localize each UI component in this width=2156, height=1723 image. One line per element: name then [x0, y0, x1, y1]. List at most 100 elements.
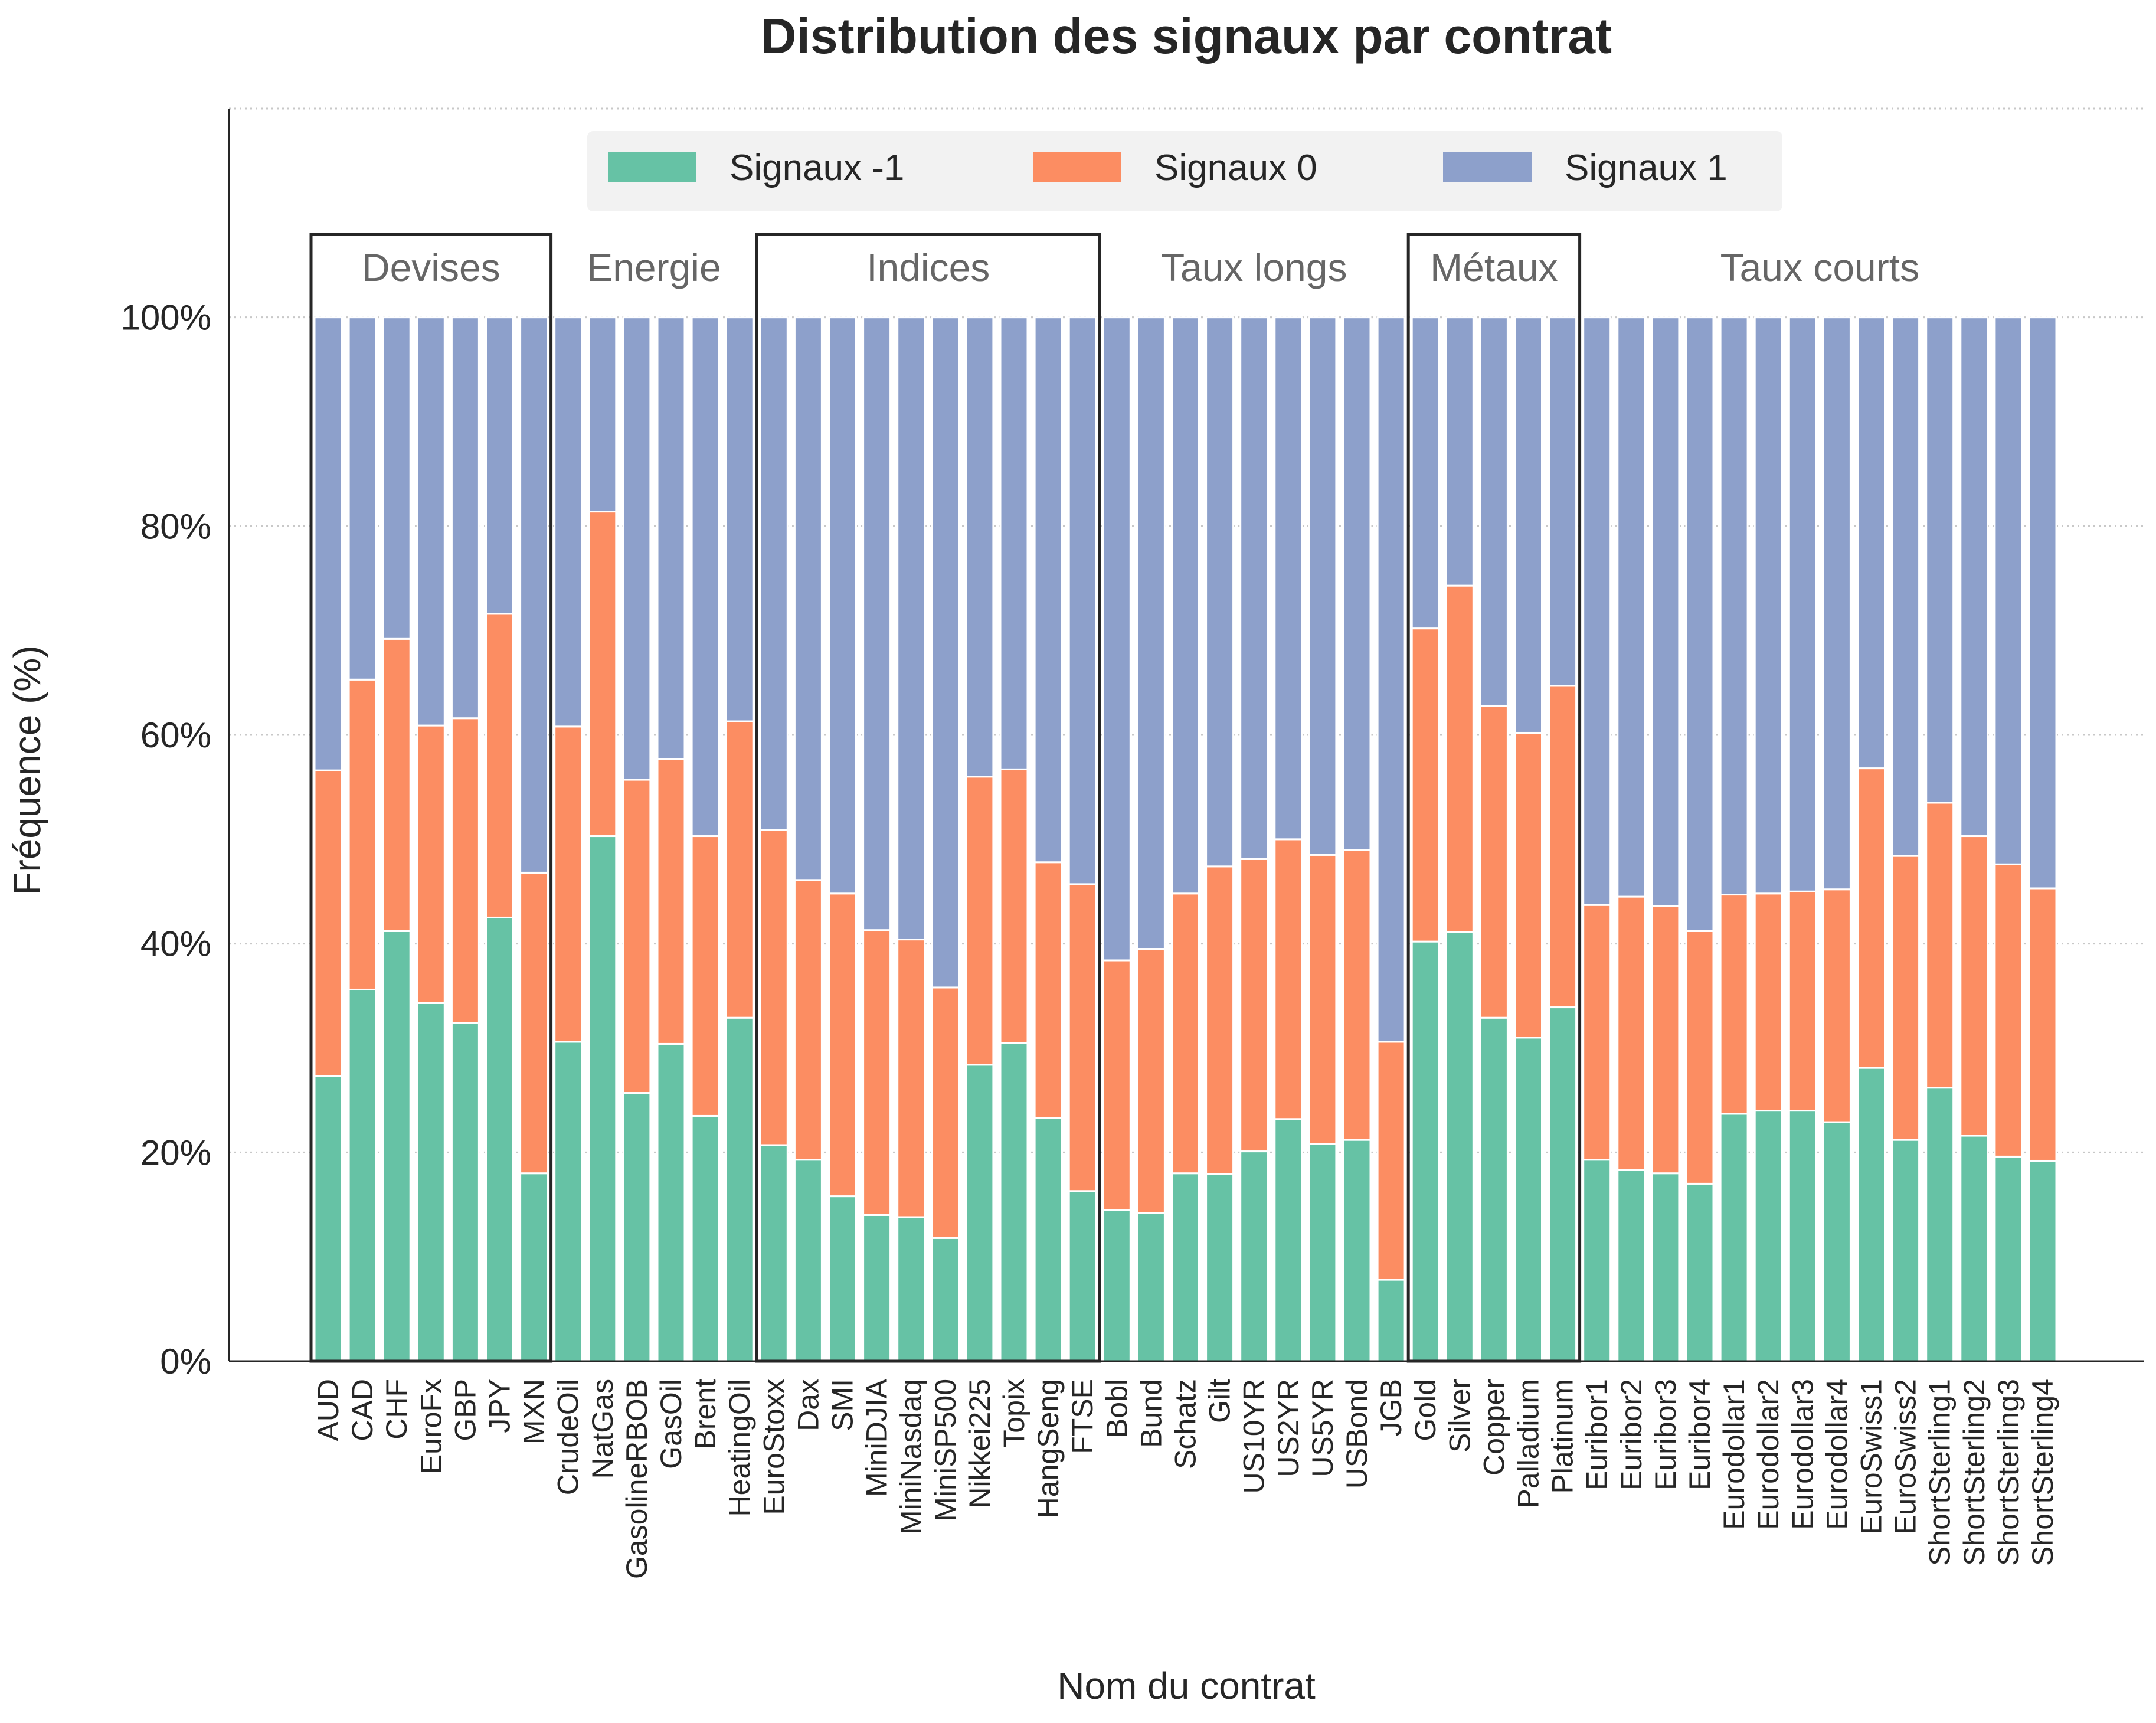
- bar-segment: [1788, 316, 1817, 892]
- bar-segment: [622, 1092, 652, 1362]
- bar-segment: [1857, 316, 1886, 770]
- x-tick-label: Eurodollar4: [1820, 1379, 1853, 1530]
- bar-segment: [1411, 316, 1440, 630]
- bar-segment: [313, 769, 343, 1077]
- bar-segment: [1308, 316, 1337, 856]
- bar-segment: [1102, 1209, 1131, 1362]
- bar-segment: [759, 1144, 789, 1362]
- bar-segment: [1239, 1150, 1269, 1362]
- x-tick-label: EuroSwiss1: [1855, 1379, 1888, 1535]
- bar-segment: [1342, 316, 1372, 851]
- bar-segment: [1753, 892, 1783, 1112]
- bar-segment: [1308, 854, 1337, 1145]
- x-tick-label: MXN: [518, 1379, 551, 1444]
- bar-segment: [485, 316, 514, 615]
- bar-segment: [999, 768, 1029, 1044]
- bar-segment: [1376, 1041, 1406, 1281]
- y-tick-labels: 0% 20% 40% 60% 80% 100%: [121, 298, 211, 1381]
- bar-segment: [348, 988, 377, 1362]
- bar-segment: [1239, 858, 1269, 1153]
- bar-segment: [1274, 838, 1303, 1120]
- bar-segment: [1753, 1110, 1783, 1362]
- bar-segment: [1925, 316, 1955, 804]
- bar-segment: [1617, 1169, 1646, 1362]
- bar-segment: [1171, 1172, 1200, 1362]
- bar-segment: [382, 637, 411, 932]
- bar-segment: [1685, 316, 1715, 932]
- bar-segment: [348, 678, 377, 990]
- bar-segment: [725, 316, 754, 722]
- x-tick-label: Dax: [791, 1379, 825, 1431]
- bar-segment: [828, 316, 857, 895]
- bar-segment: [1205, 316, 1235, 868]
- x-tick-label: AUD: [312, 1379, 345, 1441]
- bar-segment: [1617, 895, 1646, 1171]
- bar-segment: [450, 717, 480, 1024]
- bar-segment: [1411, 940, 1440, 1362]
- bar-segment: [450, 316, 480, 720]
- x-tick-label: Eurodollar1: [1717, 1379, 1751, 1530]
- bar-segment: [897, 316, 926, 941]
- x-tick-label: Euribor1: [1581, 1379, 1614, 1490]
- bar-segment: [828, 1195, 857, 1362]
- bar-segment: [1205, 1173, 1235, 1362]
- bar-segment: [1136, 948, 1166, 1214]
- legend-swatch: [1033, 152, 1121, 182]
- bar-segment: [416, 724, 446, 1004]
- bar-segment: [1239, 316, 1269, 860]
- bar-segment: [931, 1237, 960, 1362]
- x-tick-label: HangSeng: [1032, 1379, 1065, 1518]
- x-tick-label: US10YR: [1238, 1379, 1271, 1494]
- legend-frame: [587, 131, 1782, 211]
- bar-segment: [1548, 685, 1578, 1009]
- x-tick-label: Silver: [1443, 1379, 1476, 1453]
- bar-segment: [965, 776, 994, 1066]
- bar-segment: [1274, 1118, 1303, 1362]
- bar-segment: [1033, 316, 1063, 864]
- axes: [228, 109, 2144, 1362]
- bar-segment: [519, 871, 549, 1175]
- x-tick-label: Euribor4: [1683, 1379, 1716, 1490]
- y-tick-label: 20%: [140, 1133, 211, 1172]
- x-tick-label: US5YR: [1306, 1379, 1339, 1477]
- chart-title: Distribution des signaux par contrat: [761, 8, 1612, 64]
- x-tick-label: Palladium: [1512, 1379, 1545, 1509]
- bar-segment: [965, 316, 994, 778]
- x-tick-label: Eurodollar2: [1752, 1379, 1785, 1530]
- bar-segment: [1822, 316, 1851, 891]
- x-tick-label: Topix: [997, 1379, 1030, 1448]
- bar-segment: [622, 779, 652, 1094]
- bar-segment: [1445, 316, 1474, 587]
- bar-segment: [759, 829, 789, 1146]
- bar-segment: [1822, 1121, 1851, 1362]
- bar-segment: [588, 511, 617, 838]
- bar-segment: [656, 316, 686, 760]
- x-tick-label: ShortSterling1: [1923, 1379, 1957, 1566]
- bar-segment: [1033, 861, 1063, 1119]
- bar-segment: [1857, 1067, 1886, 1362]
- bar-segment: [1548, 316, 1578, 687]
- bar-segment: [1582, 1159, 1612, 1362]
- bar-segment: [1959, 316, 1989, 838]
- bar-segment: [588, 316, 617, 513]
- x-tick-labels: AUD CAD CHF EuroFx GBP JPY MXN CrudeOil NatGas Ga…: [312, 1378, 2059, 1579]
- x-tick-label: MiniSP500: [929, 1379, 962, 1522]
- x-tick-label: Euribor3: [1649, 1379, 1682, 1490]
- bar-segment: [1376, 1279, 1406, 1362]
- y-tick-label: 100%: [121, 298, 211, 338]
- bar-segment: [931, 986, 960, 1239]
- bar-segment: [485, 613, 514, 918]
- bar-segment: [1959, 835, 1989, 1137]
- bar-segment: [1274, 316, 1303, 841]
- bar-segment: [1548, 1006, 1578, 1362]
- group-label: Taux courts: [1720, 246, 1919, 289]
- bar-segment: [1925, 1087, 1955, 1362]
- x-tick-label: MiniDJIA: [861, 1378, 894, 1497]
- bar-segment: [1994, 1155, 2023, 1362]
- group-label: Métaux: [1430, 246, 1558, 289]
- bar-segment: [1994, 863, 2023, 1158]
- bar-segment: [2028, 1159, 2057, 1362]
- legend-swatch: [608, 152, 696, 182]
- bar-segment: [1959, 1135, 1989, 1362]
- bar-segment: [1719, 316, 1749, 896]
